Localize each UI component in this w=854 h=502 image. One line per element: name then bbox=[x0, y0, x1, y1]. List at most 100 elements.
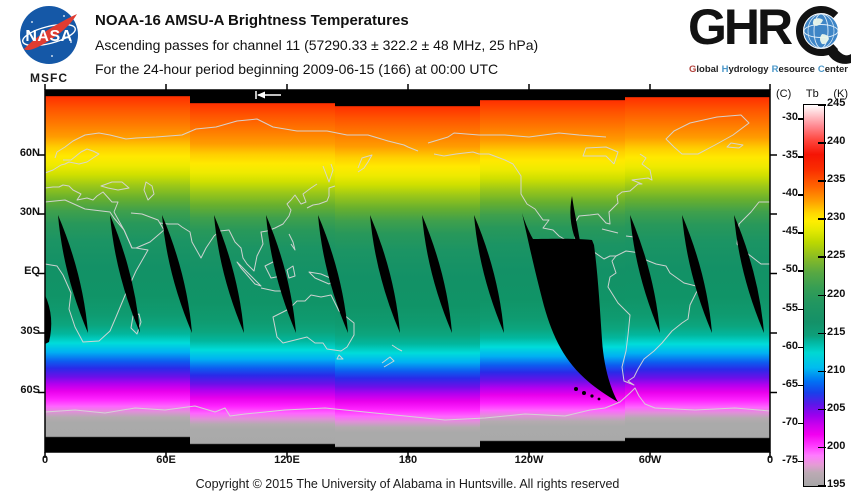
colorbar-kelvin-tick-label: 210 bbox=[827, 363, 846, 376]
lat-label-30s: 30S bbox=[20, 325, 40, 337]
copyright-notice: Copyright © 2015 The University of Alaba… bbox=[195, 477, 620, 491]
ghrc-logo: GHR Global Hydrology Resource Center bbox=[688, 0, 852, 82]
colorbar-tick-mark bbox=[798, 460, 803, 463]
colorbar-unit-celsius: (C) bbox=[776, 88, 792, 100]
colorbar-tick-mark bbox=[798, 194, 803, 196]
ghrc-tagline-word: Center bbox=[817, 64, 848, 75]
axis-ticks bbox=[38, 84, 777, 458]
lon-label-0a: 0 bbox=[41, 454, 49, 466]
colorbar-tick-mark bbox=[818, 446, 826, 449]
colorbar-kelvin-tick-label: 235 bbox=[827, 173, 846, 186]
colorbar-tick-mark bbox=[798, 384, 803, 387]
page-title: NOAA-16 AMSU-A Brightness Temperatures bbox=[95, 12, 409, 29]
swath-gap bbox=[474, 215, 504, 333]
missing-swath-spike bbox=[570, 196, 580, 241]
ghrc-letters: GHR bbox=[688, 0, 793, 55]
colorbar-celsius-tick-label: -70 bbox=[782, 415, 798, 428]
nasa-insignia-icon: NASA bbox=[20, 6, 78, 64]
swath-gap bbox=[630, 215, 660, 333]
pass-start-marker-icon bbox=[255, 91, 281, 99]
temperature-field-slice bbox=[190, 90, 335, 452]
map-frame bbox=[44, 89, 771, 453]
lon-label-60w: 60W bbox=[638, 454, 662, 466]
ghrc-tagline-word: Hydrology bbox=[721, 64, 769, 75]
msfc-label: MSFC bbox=[30, 71, 68, 85]
colorbar-celsius-tick-label: -55 bbox=[782, 301, 798, 314]
colorbar-tick-mark bbox=[818, 370, 826, 373]
ghrc-tagline-word: Global bbox=[689, 64, 719, 75]
lat-label-eq: EQ bbox=[24, 265, 40, 277]
swath-gap bbox=[734, 215, 764, 333]
colorbar-kelvin-tick-label: 230 bbox=[827, 211, 846, 224]
edge-swath-gap bbox=[45, 295, 52, 344]
subtitle-period: For the 24-hour period beginning 2009-06… bbox=[95, 61, 499, 77]
subtitle-channel: Ascending passes for channel 11 (57290.3… bbox=[95, 37, 539, 53]
coastlines bbox=[44, 114, 771, 421]
colorbar-tick-mark bbox=[818, 408, 826, 411]
swath-gap bbox=[318, 215, 348, 333]
ghrc-tagline: Global Hydrology Resource Center bbox=[689, 64, 852, 75]
swath-gap bbox=[370, 215, 400, 333]
lon-label-60e: 60E bbox=[156, 454, 176, 466]
colorbar-celsius-tick-label: -50 bbox=[782, 263, 798, 276]
colorbar-kelvin-tick-label: 205 bbox=[827, 401, 846, 414]
colorbar-tick-mark bbox=[798, 346, 803, 349]
colorbar-tick-mark bbox=[798, 422, 803, 425]
lat-label-60n: 60N bbox=[19, 147, 40, 159]
colorbar-kelvin-tick-label: 240 bbox=[827, 135, 846, 148]
colorbar-tick-mark bbox=[818, 332, 826, 335]
colorbar-tick-mark bbox=[798, 118, 803, 120]
colorbar-celsius-tick-label: -60 bbox=[782, 339, 798, 352]
nasa-logo: NASA MSFC bbox=[13, 4, 85, 85]
colorbar-kelvin-tick-label: 195 bbox=[827, 478, 846, 490]
svg-text:NASA: NASA bbox=[25, 28, 72, 45]
swath-gap bbox=[682, 215, 712, 333]
colorbar-tick-mark bbox=[798, 156, 803, 158]
colorbar-celsius-tick-label: -30 bbox=[782, 111, 798, 124]
colorbar-celsius-tick-label: -40 bbox=[782, 187, 798, 200]
colorbar-quantity: Tb bbox=[805, 88, 819, 100]
swath-gap bbox=[58, 215, 88, 333]
ghrc-globe-icon bbox=[796, 6, 851, 64]
lon-label-120e: 120E bbox=[274, 454, 300, 466]
colorbar-celsius-tick-label: -35 bbox=[782, 149, 798, 162]
colorbar-kelvin-tick-label: 245 bbox=[827, 97, 846, 109]
swath-gap bbox=[162, 215, 192, 333]
colorbar-tick-mark bbox=[818, 218, 826, 220]
colorbar-kelvin-tick-label: 220 bbox=[827, 287, 846, 300]
colorbar-tick-mark bbox=[818, 142, 826, 144]
map-overlay bbox=[38, 84, 777, 458]
colorbar-kelvin-tick-label: 215 bbox=[827, 325, 846, 338]
colorbar-celsius-tick-label: -75 bbox=[782, 453, 798, 466]
lon-label-180: 180 bbox=[398, 454, 418, 466]
colorbar-unit-kelvin: (K) bbox=[833, 88, 848, 100]
colorbar-tick-mark bbox=[818, 256, 826, 258]
colorbar-celsius-tick-label: -65 bbox=[782, 377, 798, 390]
colorbar-tick-mark bbox=[818, 180, 826, 182]
lat-label-30n: 30N bbox=[19, 206, 40, 218]
lat-label-60s: 60S bbox=[20, 384, 40, 396]
colorbar-tick-mark bbox=[818, 104, 826, 106]
colorbar-tick-mark bbox=[798, 232, 803, 234]
brightness-temperature-map bbox=[38, 84, 777, 458]
swath-gap bbox=[266, 215, 296, 333]
swath-gap bbox=[214, 215, 244, 333]
colorbar-tick-mark bbox=[798, 270, 803, 272]
colorbar-header: (C) Tb (K) bbox=[776, 88, 848, 100]
colorbar-tick-mark bbox=[818, 294, 826, 296]
colorbar-tick-mark bbox=[798, 308, 803, 311]
title-block: NOAA-16 AMSU-A Brightness Temperatures A… bbox=[95, 9, 538, 81]
lon-label-0b: 0 bbox=[766, 454, 774, 466]
colorbar-kelvin-tick-label: 200 bbox=[827, 439, 846, 452]
colorbar-tick-mark bbox=[818, 485, 826, 487]
lon-label-120w: 120W bbox=[514, 454, 544, 466]
swath-gap bbox=[110, 215, 140, 333]
missing-swath-region bbox=[522, 213, 618, 402]
temperature-field-slice bbox=[335, 90, 480, 452]
swath-gap bbox=[422, 215, 452, 333]
ghrc-tagline-word: Resource bbox=[771, 64, 815, 75]
swath-gaps bbox=[58, 215, 764, 333]
colorbar-kelvin-tick-label: 225 bbox=[827, 249, 846, 262]
missing-swath-trail bbox=[574, 387, 601, 401]
